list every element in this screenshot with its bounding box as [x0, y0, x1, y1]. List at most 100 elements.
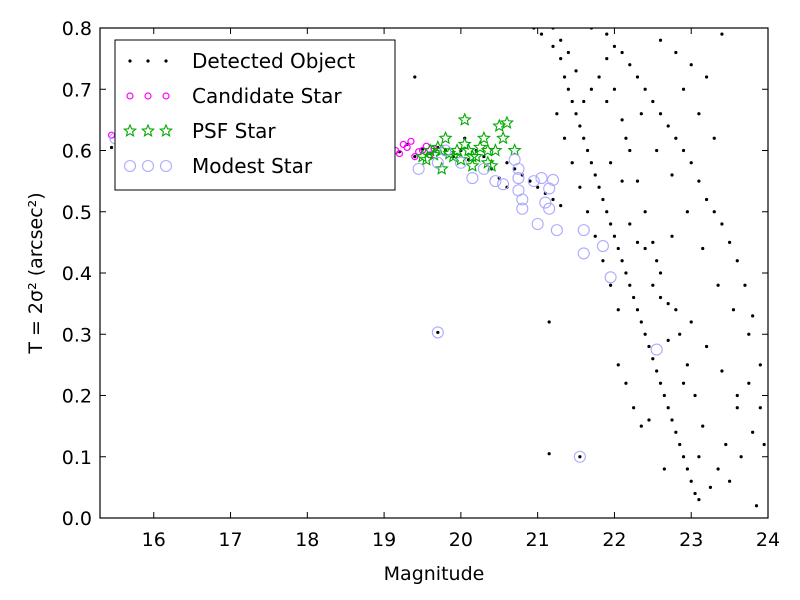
x-tick-label: 20 — [449, 529, 473, 551]
detected-object-point — [681, 87, 686, 91]
x-tick-label: 18 — [295, 529, 319, 551]
detected-object-point — [651, 283, 655, 287]
detected-object-point — [704, 75, 709, 79]
psf-star-point — [496, 130, 511, 145]
psf-star-point — [438, 130, 453, 145]
x-tick-label: 24 — [756, 529, 780, 551]
detected-object-point — [612, 87, 617, 91]
detected-object-point — [551, 44, 555, 48]
legend-psf-star-marker — [140, 123, 156, 138]
psf-star-point — [434, 143, 449, 157]
modest-star-point — [516, 202, 529, 215]
detected-object-point — [582, 136, 586, 140]
modest-star-point — [531, 217, 544, 231]
detected-object-point — [697, 179, 701, 183]
detected-object-point — [720, 222, 724, 226]
modest-star-point — [454, 156, 467, 169]
detected-object-point — [635, 179, 640, 183]
modest-star-point — [550, 224, 563, 237]
modest-star-point — [431, 326, 444, 339]
detected-object-point — [735, 259, 739, 263]
modest-star-point — [543, 182, 556, 195]
detected-object-point — [658, 271, 663, 275]
detected-object-point — [651, 99, 655, 104]
detected-object-point — [570, 161, 574, 165]
detected-object-point — [701, 424, 705, 428]
detected-object-point — [689, 63, 693, 67]
detected-object-point — [624, 381, 628, 385]
modest-star-point — [527, 175, 540, 188]
modest-star-point — [489, 175, 502, 188]
detected-object-point — [616, 308, 620, 312]
y-tick-label: 0.7 — [62, 79, 92, 101]
detected-object-point — [735, 406, 739, 410]
modest-star-point — [466, 172, 479, 185]
detected-object-point — [574, 69, 578, 73]
detected-object-point — [589, 87, 594, 91]
x-tick-label: 17 — [218, 529, 242, 551]
modest-star-point — [512, 172, 525, 185]
detected-object-point — [670, 418, 674, 422]
modest-star-point — [439, 144, 452, 157]
legend-box — [114, 39, 396, 191]
detected-object-point — [658, 295, 663, 300]
modest-star-point — [604, 271, 617, 284]
detected-object-point — [739, 455, 743, 459]
detected-object-point — [674, 136, 678, 140]
detected-object-point — [762, 442, 766, 447]
detected-object-point — [697, 455, 701, 459]
detected-object-point — [608, 283, 613, 287]
legend-modest-star-marker — [123, 159, 137, 173]
detected-object-point — [647, 418, 651, 422]
y-tick-label: 0.1 — [62, 447, 92, 469]
detected-object-point — [574, 112, 578, 116]
modest-star-point — [431, 156, 444, 169]
detected-object-point — [666, 124, 670, 128]
detected-object-point — [693, 393, 697, 398]
detected-object-point — [681, 148, 686, 153]
legend-detected-object-marker — [164, 59, 168, 63]
detected-object-point — [639, 424, 643, 428]
detected-object-point — [639, 112, 643, 116]
detected-object-point — [716, 467, 720, 471]
legend-modest-star-marker — [159, 159, 173, 173]
detected-object-point — [585, 148, 590, 153]
legend-psf-star-label: PSF Star — [192, 119, 276, 143]
modest-star-point — [516, 193, 529, 206]
detected-object-point — [655, 148, 659, 153]
detected-object-point — [559, 38, 563, 42]
detected-object-point — [693, 491, 697, 496]
detected-object-point — [635, 240, 640, 244]
psf-star-point — [472, 140, 488, 154]
detected-object-point — [620, 179, 624, 183]
detected-object-point — [716, 283, 720, 287]
detected-object-point — [559, 57, 563, 61]
detected-object-point — [482, 155, 486, 159]
detected-object-point — [678, 442, 682, 447]
detected-object-point — [666, 406, 670, 410]
legend-modest-star-label: Modest Star — [192, 154, 313, 178]
candidate-star-point — [411, 153, 419, 161]
detected-object-point — [605, 210, 609, 214]
detected-object-point — [674, 430, 678, 434]
psf-star-point — [457, 136, 472, 151]
x-axis-label: Magnitude — [384, 563, 485, 585]
plot-points-layer — [107, 28, 766, 508]
detected-object-point — [658, 381, 663, 385]
detected-object-point — [593, 173, 597, 177]
x-tick-label: 21 — [526, 529, 550, 551]
modest-star-point — [412, 162, 425, 175]
detected-object-point — [536, 185, 540, 189]
detected-object-point — [620, 50, 624, 55]
detected-object-point — [674, 50, 678, 55]
detected-object-point — [724, 442, 728, 447]
detected-object-point — [551, 197, 555, 202]
detected-object-point — [728, 479, 732, 483]
modest-star-point — [497, 178, 510, 191]
detected-object-point — [747, 332, 751, 336]
psf-star-point — [465, 158, 480, 172]
legend-candidate-star-label: Candidate Star — [192, 84, 342, 108]
detected-object-point — [697, 112, 701, 116]
detected-object-point — [597, 185, 601, 189]
detected-object-point — [547, 320, 551, 324]
